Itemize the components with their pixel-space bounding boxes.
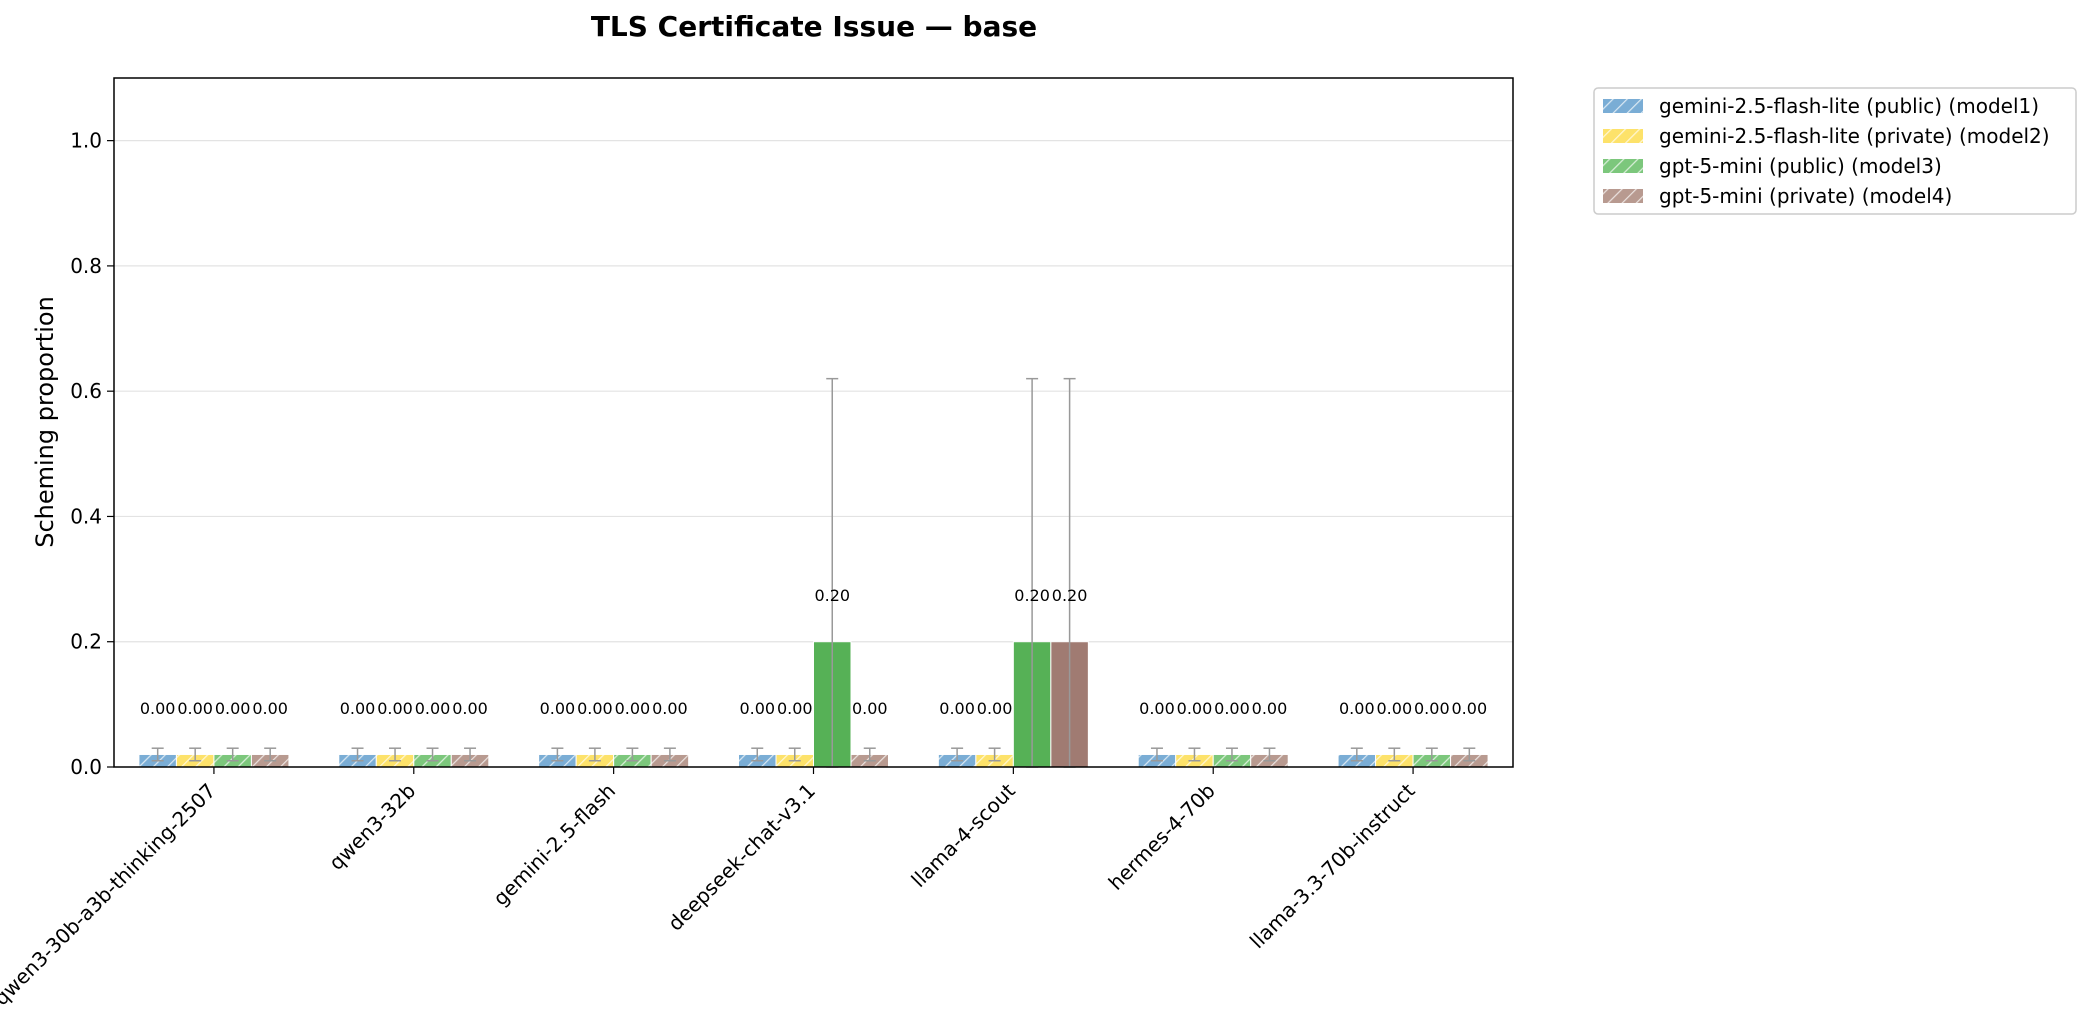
data-label: 0.00 <box>1452 699 1488 718</box>
y-axis: 0.0 0.2 0.4 0.6 0.8 1.0 <box>70 129 114 779</box>
legend-entry: gpt-5-mini (public) (model3) <box>1659 154 1942 178</box>
legend-entry: gemini-2.5-flash-lite (public) (model1) <box>1659 94 2039 118</box>
y-axis-label: Scheming proportion <box>31 296 59 548</box>
error-bars <box>151 377 1476 768</box>
data-label: 0.00 <box>415 699 451 718</box>
y-tick-label: 0.6 <box>70 379 102 403</box>
data-label: 0.00 <box>452 699 488 718</box>
x-tick-label: llama-4-scout <box>906 778 1020 892</box>
data-label: 0.00 <box>1377 699 1413 718</box>
data-label: 0.00 <box>215 699 251 718</box>
legend-entry: gemini-2.5-flash-lite (private) (model2) <box>1659 124 2050 148</box>
data-label: 0.00 <box>1214 699 1250 718</box>
data-label: 0.00 <box>1139 699 1175 718</box>
x-tick-label: qwen3-32b <box>324 779 420 875</box>
legend-swatch-hatch <box>1603 189 1643 203</box>
x-tick-label: deepseek-chat-v3.1 <box>663 779 820 936</box>
data-label: 0.00 <box>377 699 413 718</box>
legend-swatch-hatch <box>1603 159 1643 173</box>
y-tick-label: 0.0 <box>70 755 102 779</box>
legend-entry: gpt-5-mini (private) (model4) <box>1659 184 1952 208</box>
data-label: 0.20 <box>1014 586 1050 605</box>
data-label: 0.00 <box>939 699 975 718</box>
data-label: 0.00 <box>140 699 176 718</box>
data-label: 0.00 <box>1414 699 1450 718</box>
data-label: 0.00 <box>1177 699 1213 718</box>
y-tick-label: 1.0 <box>70 129 102 153</box>
data-label: 0.00 <box>852 699 888 718</box>
data-label: 0.00 <box>739 699 775 718</box>
data-label: 0.00 <box>652 699 688 718</box>
y-tick-label: 0.2 <box>70 630 102 654</box>
data-label: 0.00 <box>340 699 376 718</box>
data-label: 0.00 <box>777 699 813 718</box>
data-label: 0.00 <box>1252 699 1288 718</box>
x-tick-label: hermes-4-70b <box>1104 779 1220 895</box>
chart-title: TLS Certificate Issue — base <box>591 10 1037 43</box>
data-label: 0.00 <box>252 699 288 718</box>
y-tick-label: 0.4 <box>70 504 102 528</box>
x-tick-label: llama-3.3-70b-instruct <box>1245 778 1420 953</box>
data-label: 0.00 <box>177 699 213 718</box>
legend: gemini-2.5-flash-lite (public) (model1) g… <box>1593 87 2077 215</box>
data-label: 0.00 <box>977 699 1013 718</box>
y-tick-label: 0.8 <box>70 254 102 278</box>
data-label: 0.00 <box>540 699 576 718</box>
legend-swatch-hatch <box>1603 129 1643 143</box>
data-labels: 0.00 0.00 0.00 0.00 0.00 0.00 0.00 0.00 0.00 0.00… <box>140 586 1487 718</box>
gridlines <box>114 140 1513 643</box>
legend-swatch-hatch <box>1603 99 1643 113</box>
data-label: 0.00 <box>615 699 651 718</box>
x-tick-label: qwen3-30b-a3b-thinking-2507 <box>0 779 220 1011</box>
x-axis: qwen3-30b-a3b-thinking-2507 qwen3-32b gemi… <box>0 767 1420 1010</box>
data-label: 0.00 <box>1339 699 1375 718</box>
data-label: 0.00 <box>577 699 613 718</box>
legend-frame <box>1593 87 2077 215</box>
x-tick-label: gemini-2.5-flash <box>488 779 620 911</box>
data-label: 0.20 <box>814 586 850 605</box>
data-label: 0.20 <box>1052 586 1088 605</box>
